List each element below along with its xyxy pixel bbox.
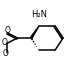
Text: O: O bbox=[3, 49, 8, 58]
Polygon shape bbox=[30, 26, 39, 38]
Text: O: O bbox=[4, 26, 10, 35]
Text: H₂N: H₂N bbox=[31, 10, 47, 19]
Text: O: O bbox=[2, 38, 8, 47]
